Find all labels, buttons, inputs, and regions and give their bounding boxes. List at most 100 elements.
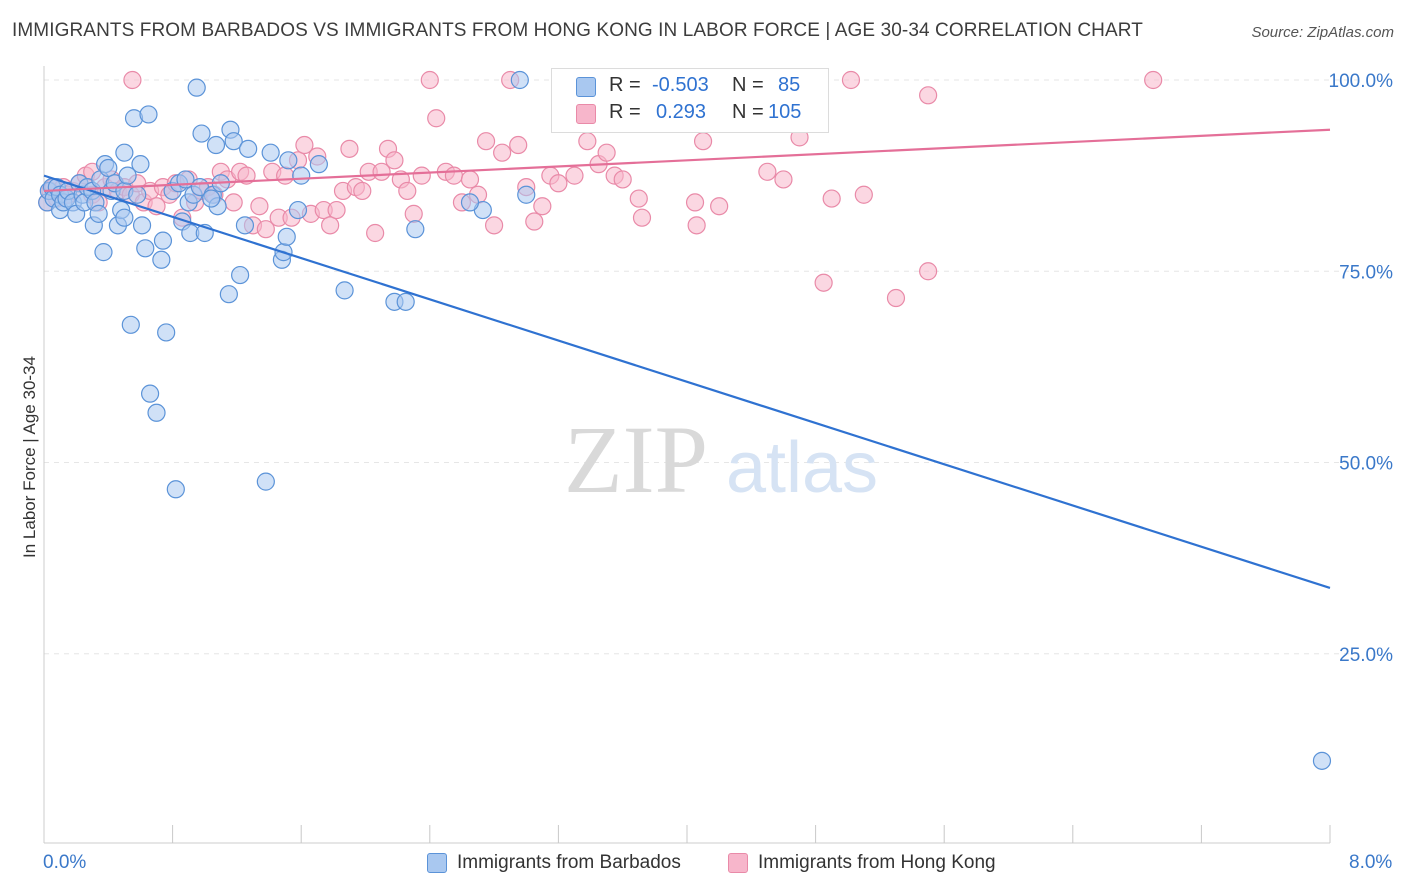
barbados-point [147, 403, 166, 422]
x-tick-min: 0.0% [43, 852, 87, 873]
hongkong-point [774, 170, 793, 189]
hongkong-point [632, 208, 652, 227]
watermark-atlas: atlas [726, 428, 878, 508]
y-tick-label: 100.0% [1329, 71, 1394, 92]
hongkong-point [509, 135, 528, 155]
hongkong-point [919, 262, 938, 281]
hongkong-point [327, 200, 346, 220]
hongkong-point [366, 223, 385, 243]
hongkong-point [276, 166, 295, 185]
barbados-point [231, 265, 250, 285]
watermark-zip: ZIP [564, 406, 708, 513]
barbados-point [121, 315, 140, 334]
barbados-trend-line [43, 174, 1331, 590]
hongkong-point [485, 216, 504, 235]
source-credit: Source: ZipAtlas.com [1251, 24, 1394, 41]
barbados-swatch [576, 77, 596, 97]
barbados-point [224, 132, 243, 151]
chart-title: IMMIGRANTS FROM BARBADOS VS IMMIGRANTS F… [12, 20, 1143, 41]
barbados-point [292, 166, 311, 185]
hongkong-point [687, 216, 706, 235]
barbados-point [187, 78, 206, 97]
barbados-point [202, 189, 221, 208]
hongkong-point [237, 166, 256, 185]
x-tick-max: 8.0% [1349, 852, 1393, 873]
barbados-point [309, 155, 328, 174]
barbados-point [288, 200, 308, 220]
hongkong-point [613, 170, 632, 189]
hongkong-legend-swatch [728, 853, 748, 873]
hongkong-point [854, 185, 873, 204]
legend-item-barbados[interactable]: Immigrants from Barbados [427, 852, 681, 874]
y-tick-label: 75.0% [1339, 262, 1393, 283]
barbados-legend-swatch [427, 853, 447, 873]
barbados-point [140, 384, 160, 403]
hongkong-point [549, 174, 568, 193]
barbados-point [277, 227, 296, 246]
legend-row-barbados: R = -0.503 N = 85 [552, 74, 828, 100]
hongkong-point [1144, 70, 1163, 90]
y-tick-labels: 25.0% 50.0% 75.0% 100.0% [1329, 71, 1394, 666]
barbados-point [256, 472, 275, 491]
legend-item-hongkong[interactable]: Immigrants from Hong Kong [728, 852, 996, 874]
barbados-r-value: -0.503 [652, 74, 709, 96]
hongkong-legend-label: Immigrants from Hong Kong [758, 852, 996, 873]
barbados-point [118, 166, 137, 185]
hongkong-point [525, 212, 544, 231]
barbados-point [166, 480, 185, 499]
y-tick-label: 25.0% [1339, 645, 1393, 666]
hongkong-point [758, 162, 777, 181]
hongkong-point [385, 151, 404, 170]
hongkong-point [420, 70, 439, 90]
barbados-point [136, 239, 155, 258]
stats-legend: R = -0.503 N = 85 R = 0.293 N = 105 [551, 68, 829, 133]
hongkong-point [460, 170, 480, 189]
barbados-point [131, 155, 150, 174]
barbados-point [94, 243, 113, 262]
hongkong-point [597, 143, 616, 162]
hongkong-point [444, 166, 464, 185]
barbados-n-label: N = [732, 74, 764, 96]
hongkong-point [427, 109, 446, 128]
hongkong-point [710, 197, 729, 216]
hongkong-point [533, 197, 552, 216]
hongkong-point [353, 181, 372, 201]
barbados-point [115, 208, 134, 227]
barbados-point [1312, 751, 1332, 770]
barbados-point [510, 70, 529, 90]
hongkong-point [493, 143, 512, 162]
hongkong-point [693, 132, 713, 151]
barbados-point [128, 185, 147, 204]
hongkong-point [398, 181, 417, 201]
hongkong-point [886, 288, 906, 308]
hongkong-point [578, 132, 597, 151]
hongkong-point [841, 70, 861, 90]
barbados-point [132, 216, 152, 235]
barbados-legend-label: Immigrants from Barbados [457, 852, 681, 873]
barbados-point [139, 105, 158, 124]
barbados-point [460, 193, 480, 212]
hongkong-swatch [576, 104, 596, 124]
barbados-point [115, 143, 134, 162]
hongkong-point [123, 70, 142, 90]
hongkong-point [685, 193, 705, 212]
barbados-point [396, 292, 415, 311]
hongkong-r-label: R = [609, 101, 641, 123]
barbados-point [99, 158, 118, 178]
hongkong-point [412, 166, 431, 185]
y-tick-label: 50.0% [1339, 454, 1393, 475]
hongkong-point [919, 86, 938, 105]
hongkong-n-value: 105 [768, 101, 802, 123]
hongkong-trend-line [43, 128, 1331, 193]
barbados-point [235, 216, 255, 235]
series-legend: Immigrants from Barbados Immigrants from… [0, 852, 1406, 878]
hongkong-point [295, 135, 314, 155]
hongkong-point [250, 197, 269, 216]
trend-lines [43, 128, 1331, 590]
barbados-point [192, 124, 211, 143]
barbados-point [152, 250, 171, 269]
barbados-point [219, 285, 238, 304]
hongkong-point [256, 220, 275, 239]
hongkong-point [340, 139, 359, 158]
hongkong-point [565, 166, 584, 185]
